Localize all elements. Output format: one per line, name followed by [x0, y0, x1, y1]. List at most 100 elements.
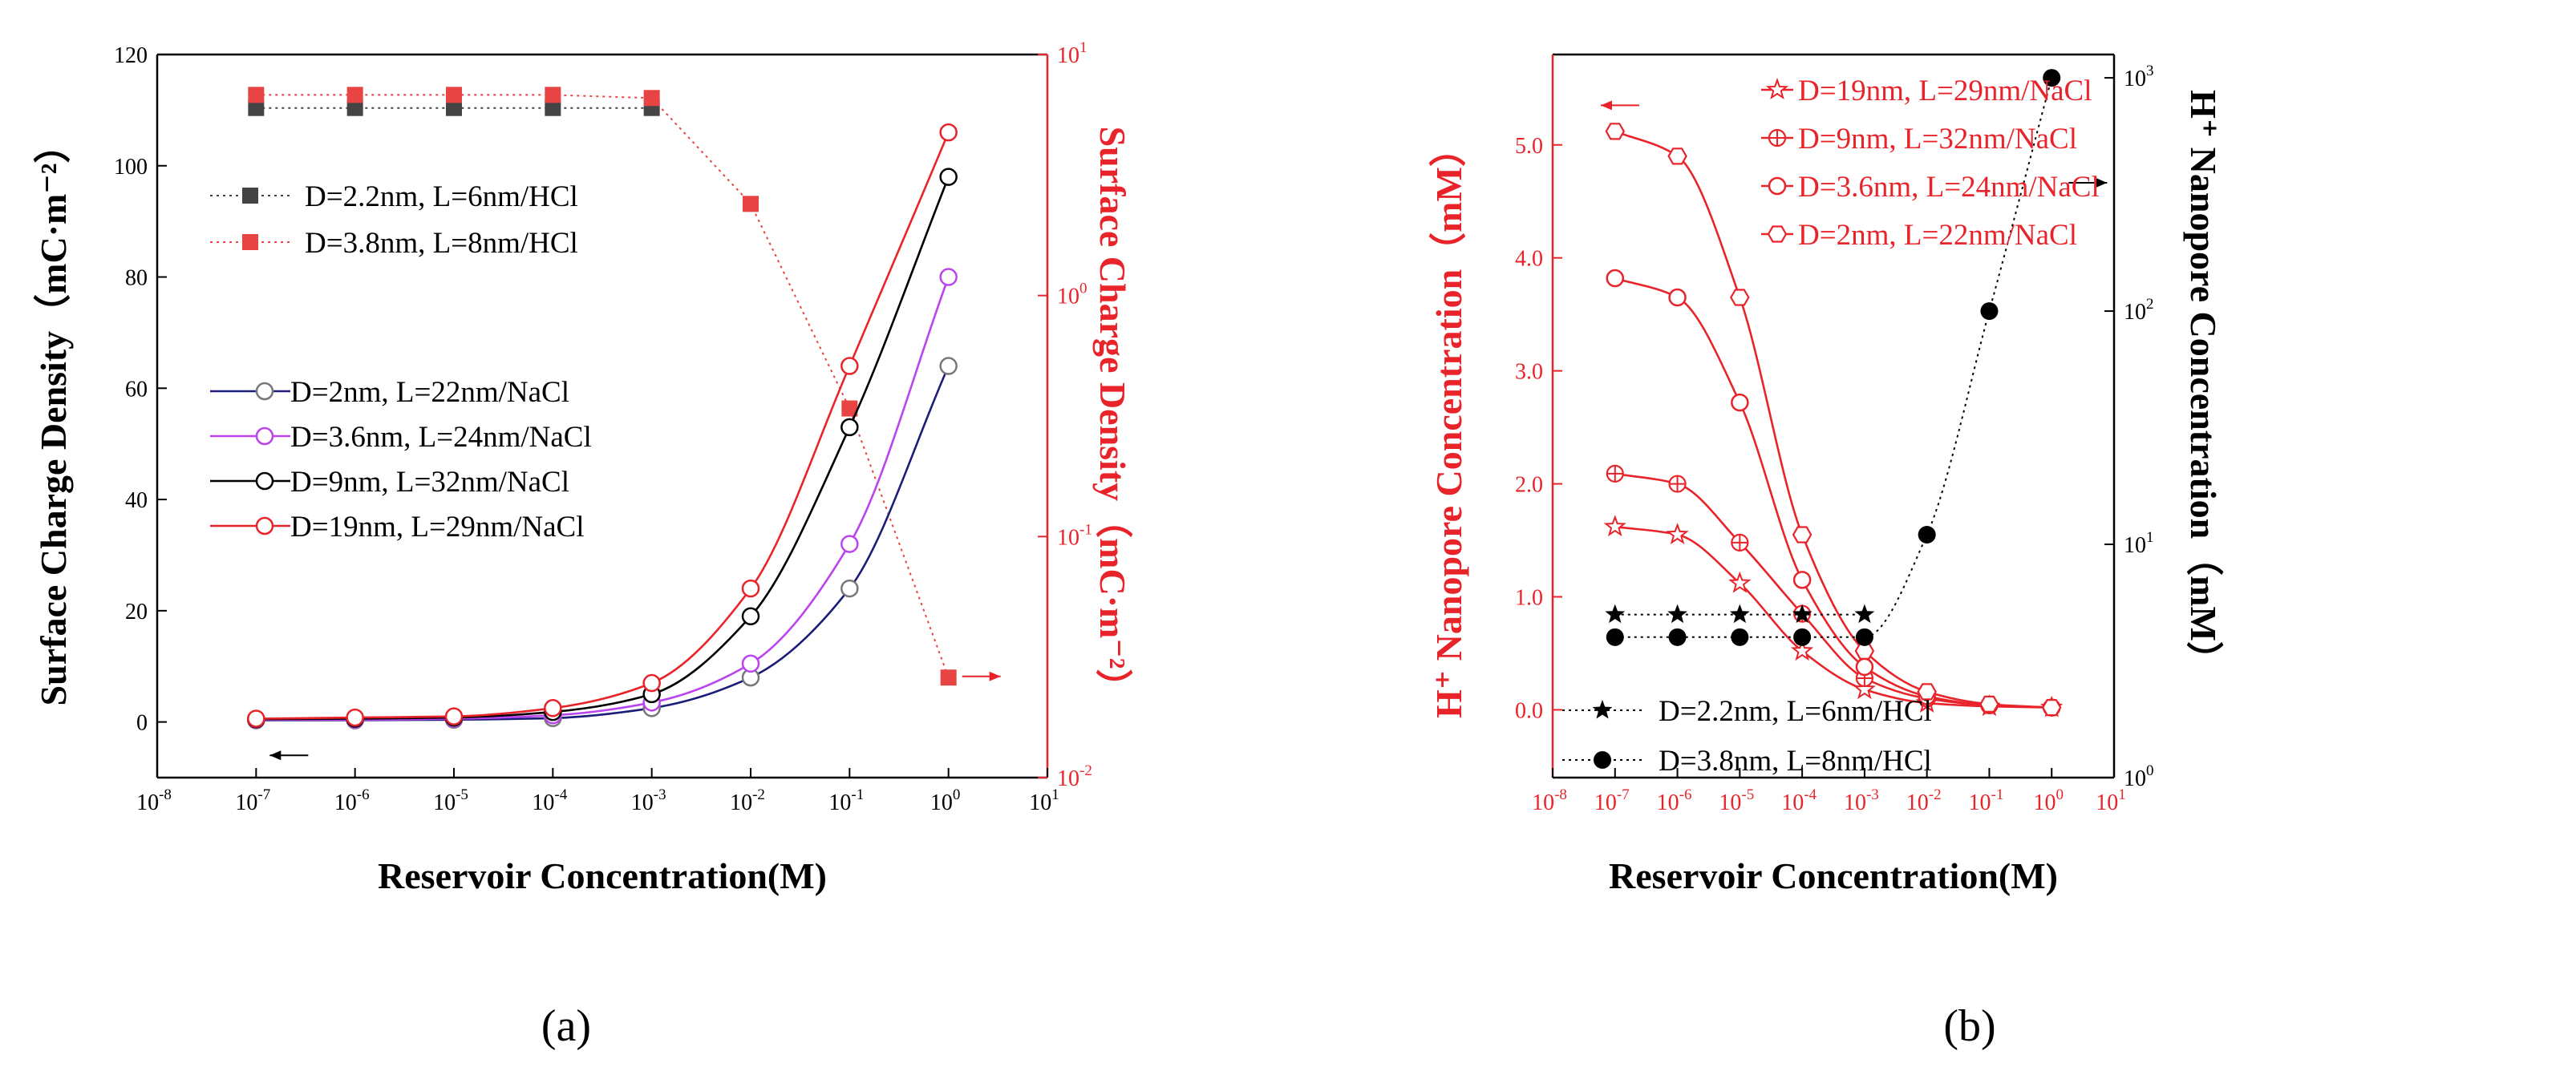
x-tick-label: 10-2 — [1906, 786, 1942, 815]
y-tick-label-left: 4.0 — [1515, 247, 1543, 272]
data-point — [642, 673, 661, 693]
data-point — [1605, 604, 1626, 624]
data-point — [840, 535, 859, 553]
data-point — [446, 87, 462, 103]
data-point — [346, 708, 364, 727]
y-tick-label-left: 60 — [125, 377, 148, 402]
data-point — [1668, 288, 1687, 307]
x-axis-title: Reservoir Concentration(M) — [1609, 855, 2058, 896]
circle-marker — [1731, 628, 1749, 646]
series-5 — [247, 123, 958, 728]
hexagon-marker — [1767, 225, 1788, 243]
x-tick-label: 10-1 — [828, 786, 864, 815]
y-tick-label-right: 10-2 — [1057, 762, 1092, 791]
data-point — [939, 357, 958, 375]
square-marker — [346, 87, 363, 103]
data-point — [2041, 698, 2062, 717]
circle-marker — [255, 516, 274, 536]
x-tick-label: 10-1 — [1969, 786, 2004, 815]
data-point — [1606, 464, 1624, 483]
circle-marker — [1594, 751, 1611, 769]
circle-marker — [939, 123, 958, 142]
data-point — [1918, 525, 1936, 544]
hexagon-marker — [1792, 526, 1813, 544]
circle-marker — [1793, 628, 1812, 646]
y-tick-label-left: 20 — [125, 600, 148, 624]
star-marker — [1603, 515, 1626, 537]
circle-marker — [741, 607, 760, 626]
data-point — [1730, 289, 1750, 306]
series-line — [1614, 472, 2052, 709]
x-axis-title: Reservoir Concentration(M) — [378, 855, 827, 896]
series-5 — [1606, 69, 2061, 646]
circle-marker — [1855, 657, 1874, 677]
star-marker — [1730, 604, 1750, 624]
data-point — [1667, 148, 1687, 165]
y-axis-title-left: H⁺ Nanopore Concentration（mM） — [1428, 130, 1469, 718]
square-marker — [242, 188, 258, 204]
x-tick-label: 10-6 — [334, 786, 370, 815]
hexagon-marker — [1667, 148, 1687, 165]
circle-marker — [1731, 393, 1749, 412]
star-marker — [1854, 604, 1875, 624]
data-point — [1730, 604, 1750, 624]
y-tick-label-right: 101 — [1057, 39, 1088, 68]
hexagon-marker — [1605, 123, 1626, 140]
data-point — [1917, 683, 1937, 701]
panel-label-b: (b) — [1943, 1001, 1995, 1051]
legend-label: D=3.6nm, L=24nm/NaCl — [1798, 171, 2100, 204]
arrow-head — [2096, 178, 2108, 188]
circle-marker — [939, 357, 958, 375]
square-marker — [446, 87, 462, 103]
y-axis-title-left: Surface Charge Density（mC·m⁻²） — [33, 127, 74, 706]
circle-marker — [2043, 69, 2061, 87]
data-point — [444, 707, 464, 725]
legend-marker — [255, 471, 274, 491]
square-marker — [545, 87, 561, 103]
legend-label: D=19nm, L=29nm/NaCl — [290, 511, 585, 544]
legend-marker — [255, 516, 274, 536]
square-marker — [446, 99, 462, 116]
hexagon-marker — [1730, 289, 1750, 306]
data-point — [841, 400, 858, 417]
hexagon-marker — [1979, 695, 1999, 713]
data-point — [2043, 69, 2061, 87]
data-point — [1792, 604, 1813, 624]
legend-label: D=19nm, L=29nm/NaCl — [1798, 75, 2092, 107]
star-marker — [1790, 639, 1814, 661]
circle-marker — [741, 579, 760, 598]
legend-marker — [1765, 78, 1789, 100]
legend-label: D=2.2nm, L=6nm/HCl — [305, 180, 578, 213]
x-tick-label: 10-2 — [730, 786, 765, 815]
circle-marker — [840, 357, 859, 375]
square-marker — [545, 99, 561, 116]
data-point — [1603, 515, 1626, 537]
y-tick-label-left: 1.0 — [1515, 586, 1543, 611]
arrow-head — [1601, 100, 1612, 111]
legend-marker — [242, 234, 258, 250]
star-marker — [1666, 523, 1689, 545]
panel-b: 10-8 10-7 10-6 10-5 10-4 10-3 10-2 10-1 100 1010.… — [1428, 53, 2224, 1051]
legend-marker — [1768, 128, 1787, 148]
data-point — [741, 654, 760, 673]
x-tick-label: 10-4 — [1781, 786, 1817, 815]
star-marker — [1765, 78, 1789, 100]
y-axis-title-right: H⁺ Nanopore Concentration（mM） — [2183, 90, 2224, 678]
data-point — [1605, 123, 1626, 140]
square-marker — [743, 196, 759, 212]
data-point — [1792, 571, 1812, 589]
data-point — [939, 123, 958, 142]
star-marker — [1605, 604, 1626, 624]
panel-label-a: (a) — [541, 1001, 591, 1051]
star-marker — [1667, 604, 1687, 624]
data-point — [840, 579, 859, 598]
legend-marker — [255, 382, 274, 401]
y-tick-label-left: 0.0 — [1515, 698, 1543, 723]
data-point — [940, 669, 957, 686]
arrow-left-axis — [1601, 100, 1639, 111]
arrow-right-axis — [2068, 178, 2108, 188]
legend-marker — [242, 188, 258, 204]
data-point — [1855, 628, 1873, 646]
data-point — [1793, 628, 1812, 646]
circle-marker — [247, 709, 265, 728]
